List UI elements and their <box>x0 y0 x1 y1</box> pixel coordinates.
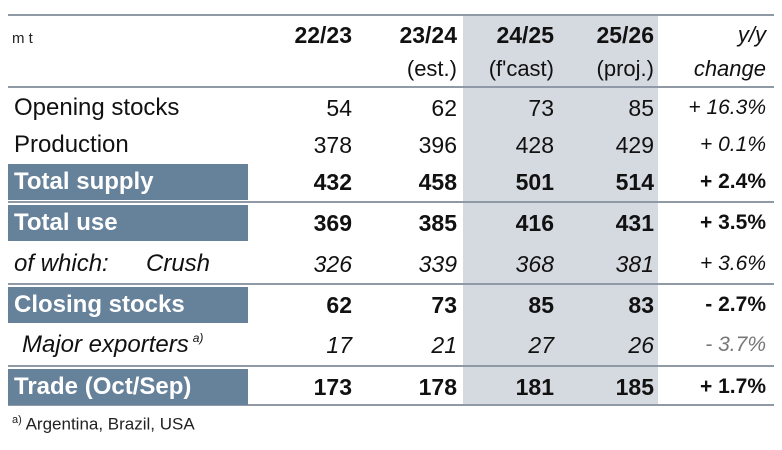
cell-trade-24-25: 181 <box>515 373 554 400</box>
rule-closing <box>8 365 774 367</box>
cell-closing-23-24: 73 <box>431 291 457 318</box>
cell-use-change: + 3.5% <box>700 211 766 234</box>
cell-production-change: + 0.1% <box>700 133 766 156</box>
cell-production-25-26: 429 <box>615 131 654 158</box>
cell-use-25-26: 431 <box>615 209 654 236</box>
row-label-opening-stocks: Opening stocks <box>14 94 180 121</box>
cell-closing-25-26: 83 <box>628 291 654 318</box>
row-label-production: Production <box>14 131 129 158</box>
row-label-major-exporters: Major exporters a) <box>22 327 203 363</box>
rule-header <box>8 86 774 88</box>
cell-production-22-23: 378 <box>313 131 352 158</box>
cell-crush-23-24: 339 <box>418 250 457 277</box>
cell-use-22-23: 369 <box>313 209 352 236</box>
cell-trade-23-24: 178 <box>418 373 457 400</box>
cell-production-24-25: 428 <box>515 131 554 158</box>
col-sub-24-25: (f'cast) <box>488 56 554 81</box>
col-sub-change: change <box>693 56 766 81</box>
col-header-25-26: 25/26 <box>596 22 654 48</box>
cell-trade-change: + 1.7% <box>700 375 766 398</box>
cell-opening-25-26: 85 <box>628 94 654 121</box>
cell-supply-23-24: 458 <box>418 168 457 195</box>
cell-trade-25-26: 185 <box>615 373 654 400</box>
cell-opening-23-24: 62 <box>431 94 457 121</box>
cell-opening-24-25: 73 <box>528 94 554 121</box>
col-header-24-25: 24/25 <box>496 22 554 48</box>
col-sub-23-24: (est.) <box>406 56 457 81</box>
cell-supply-change: + 2.4% <box>700 170 766 193</box>
cell-supply-25-26: 514 <box>615 168 654 195</box>
footnote-marker-bottom: a) <box>12 414 22 426</box>
cell-closing-22-23: 62 <box>326 291 352 318</box>
row-label-of-which: of which: <box>14 250 109 277</box>
row-label-total-supply: Total supply <box>8 164 248 200</box>
major-exporters-text: Major exporters <box>22 331 189 358</box>
cell-exporters-23-24: 21 <box>431 331 457 358</box>
cell-exporters-24-25: 27 <box>528 331 554 358</box>
footnote-marker: a) <box>192 331 204 345</box>
unit-label: m t <box>12 30 33 47</box>
footnote-text: Argentina, Brazil, USA <box>25 414 195 434</box>
col-header-23-24: 23/24 <box>399 22 457 48</box>
row-label-trade: Trade (Oct/Sep) <box>8 369 248 405</box>
cell-crush-change: + 3.6% <box>700 252 766 275</box>
cell-supply-24-25: 501 <box>515 168 554 195</box>
cell-crush-25-26: 381 <box>615 250 654 277</box>
col-sub-25-26: (proj.) <box>596 56 654 81</box>
cell-closing-24-25: 85 <box>528 291 554 318</box>
cell-production-23-24: 396 <box>418 131 457 158</box>
row-label-crush: Crush <box>146 250 211 277</box>
cell-exporters-25-26: 26 <box>628 331 654 358</box>
rule-supply <box>8 201 774 203</box>
forecast-column-shading <box>463 15 658 405</box>
cell-opening-change: + 16.3% <box>688 96 766 119</box>
cell-use-24-25: 416 <box>515 209 554 236</box>
rule-use <box>8 283 774 285</box>
footnote: a) Argentina, Brazil, USA <box>12 414 195 435</box>
rule-top <box>8 14 774 16</box>
col-header-yy: y/y <box>737 22 766 47</box>
cell-trade-22-23: 173 <box>313 373 352 400</box>
cell-supply-22-23: 432 <box>313 168 352 195</box>
cell-exporters-change: - 3.7% <box>705 333 766 356</box>
cell-opening-22-23: 54 <box>326 94 352 121</box>
cell-crush-22-23: 326 <box>313 250 352 277</box>
cell-closing-change: - 2.7% <box>705 293 766 316</box>
cell-use-23-24: 385 <box>418 209 457 236</box>
rule-bottom <box>8 404 774 406</box>
row-label-closing-stocks: Closing stocks <box>8 287 248 323</box>
cell-exporters-22-23: 17 <box>326 331 352 358</box>
col-header-22-23: 22/23 <box>294 22 352 48</box>
row-label-total-use: Total use <box>8 205 248 241</box>
cell-crush-24-25: 368 <box>515 250 554 277</box>
